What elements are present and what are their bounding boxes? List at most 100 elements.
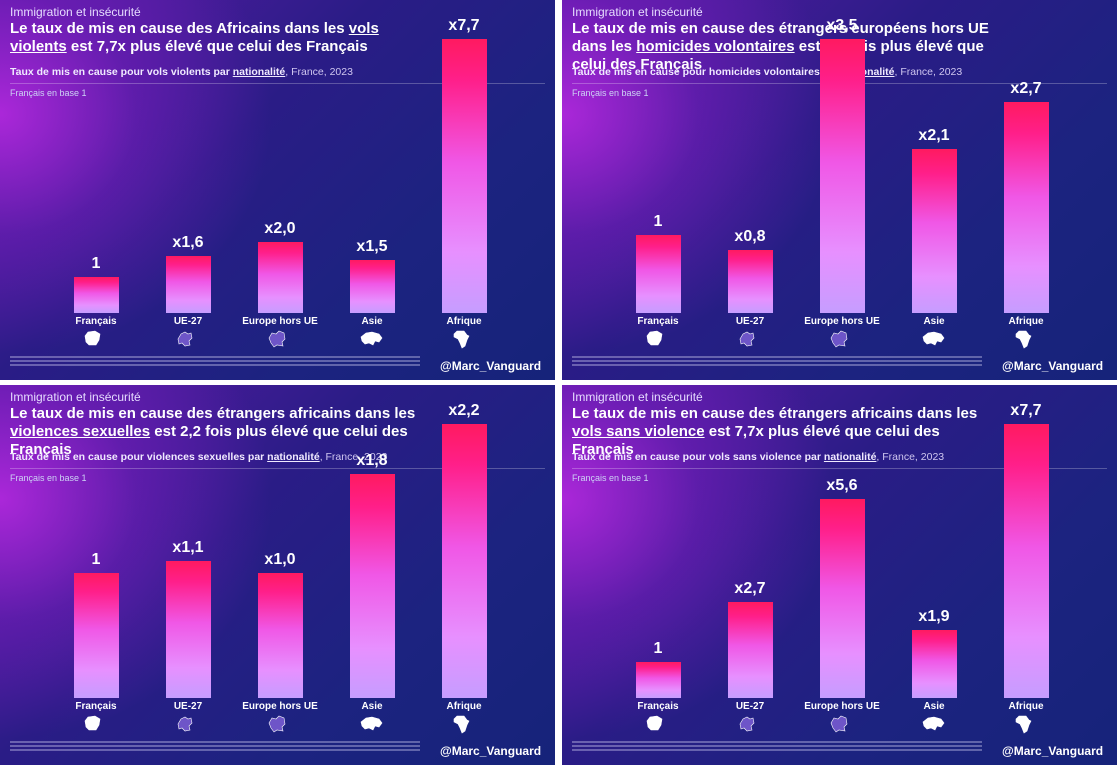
data-label: x1,8	[356, 451, 388, 469]
data-label: x2,7	[734, 579, 766, 597]
bar	[165, 256, 211, 313]
data-label: 1	[653, 212, 663, 230]
tick-label: Asie	[923, 701, 945, 712]
chart-panel: Immigration et insécurité Le taux de mis …	[562, 0, 1117, 380]
subtitle-part: Taux de mis en cause pour vols violents …	[10, 66, 233, 78]
chart-title: Le taux de mis en cause des Africains da…	[10, 20, 430, 56]
author-handle: @Marc_Vanguard	[440, 744, 542, 758]
bar	[727, 250, 773, 313]
france-map-icon	[646, 715, 663, 731]
footnote-text	[10, 739, 420, 755]
bar	[441, 39, 487, 313]
data-label: x5,6	[826, 476, 858, 494]
title-text: Le taux de mis en cause des étrangers eu…	[572, 20, 989, 55]
data-label: x2,7	[1010, 79, 1042, 97]
europe-map-icon	[830, 330, 848, 348]
bar	[635, 234, 681, 313]
data-label: 1	[653, 640, 663, 658]
asia-map-icon	[922, 331, 945, 346]
base-note: Français en base 1	[572, 473, 649, 483]
bar	[635, 662, 681, 698]
bar	[257, 241, 303, 313]
tick-label: Europe hors UE	[242, 316, 318, 327]
chart-subtitle: Taux de mis en cause pour vols sans viol…	[572, 451, 944, 463]
bar	[441, 424, 487, 698]
data-label: x1,1	[172, 539, 204, 556]
europe-map-icon	[830, 715, 848, 733]
data-label: x1,0	[264, 551, 296, 569]
tick-label: UE-27	[173, 701, 203, 712]
asia-map-icon	[360, 331, 383, 346]
footnote-text	[572, 739, 982, 755]
bar	[911, 148, 957, 313]
subtitle-part: , France, 2023	[319, 451, 388, 463]
header-divider	[10, 83, 545, 84]
bar	[727, 601, 773, 698]
eu-map-icon	[739, 331, 755, 347]
subtitle-part: , France, 2023	[894, 66, 963, 78]
bar	[819, 498, 865, 698]
chart-subtitle: Taux de mis en cause pour homicides volo…	[572, 66, 962, 78]
bar	[73, 277, 119, 313]
title-text: Le taux de mis en cause des Africains da…	[10, 20, 349, 37]
base-note: Français en base 1	[572, 88, 649, 98]
bar	[1003, 424, 1049, 698]
data-label: x0,8	[734, 228, 766, 246]
data-label: 1	[91, 551, 101, 569]
chart-panel: Immigration et insécurité Le taux de mis …	[562, 385, 1117, 765]
kicker-label: Immigration et insécurité	[10, 390, 141, 404]
author-handle: @Marc_Vanguard	[1002, 744, 1104, 758]
title-text: est 7,7x plus élevé que celui des França…	[572, 423, 940, 458]
europe-map-icon	[268, 330, 286, 348]
tick-label: Français	[75, 701, 117, 712]
asia-map-icon	[360, 716, 383, 731]
data-label: x1,5	[356, 237, 388, 255]
tick-label: UE-27	[735, 316, 765, 327]
africa-map-icon	[1015, 330, 1032, 349]
tick-label: Asie	[923, 316, 945, 327]
bar	[819, 39, 865, 313]
tick-label: Afrique	[1008, 701, 1044, 712]
data-label: x3,5	[826, 17, 858, 34]
eu-map-icon	[177, 331, 193, 347]
tick-label: Afrique	[446, 316, 482, 327]
subtitle-part: Taux de mis en cause pour violences sexu…	[10, 451, 268, 463]
title-highlight: vols sans violence	[572, 423, 705, 440]
data-label: x7,7	[448, 17, 480, 34]
eu-map-icon	[177, 716, 193, 732]
tick-label: Afrique	[1008, 316, 1044, 327]
subtitle-part: , France, 2023	[285, 66, 353, 78]
africa-map-icon	[453, 715, 470, 734]
title-highlight: violences sexuelles	[10, 423, 151, 440]
chart-panel: Immigration et insécurité Le taux de mis …	[0, 0, 555, 380]
chart-subtitle: Taux de mis en cause pour violences sexu…	[10, 451, 387, 463]
chart-title: Le taux de mis en cause des étrangers af…	[572, 405, 992, 459]
author-handle: @Marc_Vanguard	[440, 359, 542, 373]
base-note: Français en base 1	[10, 473, 87, 483]
france-map-icon	[84, 715, 101, 731]
data-label: x7,7	[1010, 402, 1042, 419]
tick-label: Français	[637, 316, 679, 327]
data-label: x1,9	[918, 608, 950, 626]
footnote-text	[10, 354, 420, 370]
footnote-text	[572, 354, 982, 370]
title-text: est 2,2 fois plus élevé que celui des Fr…	[10, 423, 408, 458]
author-handle: @Marc_Vanguard	[1002, 359, 1104, 373]
data-label: x1,6	[172, 234, 204, 252]
tick-label: Europe hors UE	[804, 316, 880, 327]
subtitle-part: Taux de mis en cause pour homicides volo…	[572, 66, 842, 78]
bar	[73, 573, 119, 698]
subtitle-part: nationalité	[232, 66, 286, 78]
tick-label: Europe hors UE	[804, 701, 880, 712]
bar	[349, 259, 395, 313]
data-label: x2,2	[448, 402, 480, 419]
data-label: x2,0	[264, 219, 296, 237]
subtitle-part: nationalité	[267, 451, 320, 463]
bar	[165, 561, 211, 698]
bar	[257, 573, 303, 698]
tick-label: Français	[75, 316, 117, 327]
eu-map-icon	[739, 716, 755, 732]
chart-subtitle: Taux de mis en cause pour vols violents …	[10, 66, 353, 78]
bar	[1003, 101, 1049, 313]
